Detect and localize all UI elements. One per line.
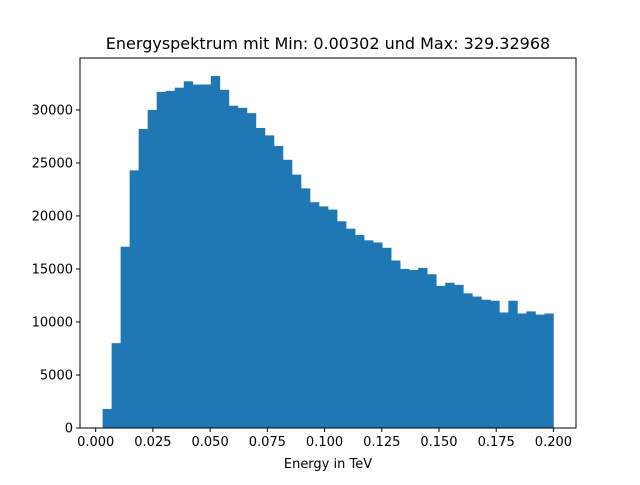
histogram-bar <box>309 202 320 428</box>
histogram-bar <box>210 76 221 429</box>
x-tick-label: 0.125 <box>363 435 400 450</box>
histogram-bar <box>102 408 112 428</box>
histogram-bar <box>517 313 527 428</box>
histogram-bar <box>192 84 203 428</box>
histogram-bar <box>508 300 518 428</box>
x-axis-label: Energy in TeV <box>284 457 372 472</box>
histogram-bar <box>264 135 275 428</box>
histogram-bar <box>526 311 536 428</box>
histogram-bar <box>291 174 302 428</box>
y-tick-label: 10000 <box>32 315 73 330</box>
histogram-bar <box>165 90 176 429</box>
histogram-bar <box>174 87 185 429</box>
y-tick-label: 30000 <box>32 103 73 118</box>
y-tick-label: 25000 <box>32 156 73 171</box>
histogram-bar <box>544 313 554 428</box>
plot-frame <box>79 57 577 429</box>
histogram-bar <box>391 260 401 428</box>
histogram-bar <box>481 299 491 428</box>
x-tick-label: 0.200 <box>535 435 572 450</box>
histogram-bar <box>463 293 473 428</box>
histogram-bar <box>535 314 545 428</box>
histogram-bar <box>364 240 374 428</box>
histogram-bar <box>246 113 257 428</box>
histogram-bars <box>102 76 554 429</box>
histogram-bar <box>490 300 500 428</box>
x-tick-label: 0.000 <box>77 435 114 450</box>
histogram-bar <box>129 170 140 428</box>
histogram-bar <box>382 247 392 428</box>
histogram-bar <box>219 89 230 428</box>
y-tick-label: 5000 <box>40 368 73 383</box>
histogram-bar <box>147 109 158 428</box>
histogram-bar <box>445 282 455 428</box>
histogram-bar <box>400 268 410 428</box>
histogram-bar <box>201 84 212 428</box>
histogram-bar <box>472 296 482 428</box>
x-tick-label: 0.150 <box>420 435 457 450</box>
x-tick-label: 0.100 <box>306 435 343 450</box>
y-tick-label: 15000 <box>32 262 73 277</box>
histogram-bar <box>499 312 509 428</box>
y-axis-ticks: 0 5000 10000 15000 20000 25000 30000 <box>32 103 80 437</box>
histogram-bar <box>427 274 437 428</box>
histogram-bar <box>183 81 194 428</box>
histogram-bar <box>373 242 383 428</box>
histogram-bar <box>228 105 239 429</box>
x-tick-label: 0.175 <box>478 435 515 450</box>
histogram-bar <box>328 209 338 428</box>
x-tick-label: 0.050 <box>192 435 229 450</box>
y-tick-label: 20000 <box>32 209 73 224</box>
histogram-bar <box>237 107 248 428</box>
histogram-bar <box>454 284 464 428</box>
histogram-bar <box>111 343 121 428</box>
histogram-bar <box>156 91 167 429</box>
histogram-bar <box>337 221 347 428</box>
histogram-bar <box>300 188 311 428</box>
histogram-bar <box>409 270 419 428</box>
histogram-bar <box>255 127 266 428</box>
histogram-bar <box>355 235 365 428</box>
histogram-bar <box>138 129 149 428</box>
chart-title: Energyspektrum mit Min: 0.00302 und Max:… <box>106 34 550 53</box>
x-tick-label: 0.075 <box>249 435 286 450</box>
histogram-bar <box>273 145 284 429</box>
x-axis-ticks: 0.000 0.025 0.050 0.075 0.100 0.125 0.150 0.175… <box>77 428 572 450</box>
histogram-bar <box>120 246 130 428</box>
histogram-bar <box>318 206 329 428</box>
histogram-bar <box>282 159 293 428</box>
y-tick-label: 0 <box>65 422 73 437</box>
histogram-bar <box>346 228 356 428</box>
x-tick-label: 0.025 <box>134 435 171 450</box>
histogram-bar <box>436 285 446 428</box>
histogram-bar <box>418 267 428 428</box>
